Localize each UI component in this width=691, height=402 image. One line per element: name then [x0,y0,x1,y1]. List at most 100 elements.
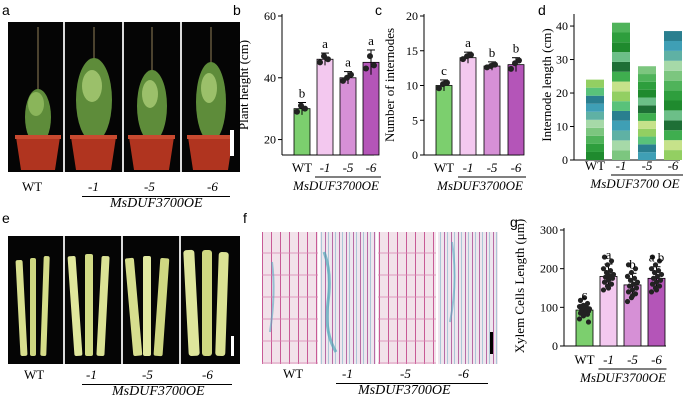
panel-letter-d: d [538,2,546,18]
stacked-segment-d [638,89,656,98]
data-point-g [628,269,635,276]
stacked-segment-d [664,140,682,151]
stacked-segment-d [612,130,630,141]
data-point-g [652,262,659,268]
bar-b [316,58,334,156]
group-label-b: MsDUF3700OE [292,178,379,193]
xtick-label-d: -1 [616,158,627,173]
data-point-c [436,85,442,92]
data-point-g [653,279,660,285]
sig-letter-g: a [606,247,612,262]
ytick-label-d: 0 [562,153,568,167]
group-label-e: MsDUF3700OE [112,384,205,399]
data-point-c [444,79,450,86]
chart-internode-number: 0 5 10 15 20 Number of internodes WT -1 -5 -6 MsDU… [382,9,526,193]
ylabel-c: Number of internodes [382,28,397,142]
data-point-g [610,271,617,278]
stacked-segment-d [586,143,604,152]
data-point-b [371,62,377,69]
ytick-label-c: 10 [406,79,418,93]
stacked-segment-d [612,32,630,43]
sig-letter-b: a [322,36,328,51]
data-point-g [658,271,665,278]
stacked-segment-d [612,110,630,121]
stacked-segment-d [612,81,630,92]
data-point-g [630,281,637,287]
ytick-label-b: 20 [264,133,276,147]
data-point-b [317,59,323,66]
group-underline-f [336,383,488,384]
stacked-segment-d [638,120,656,129]
data-point-g [580,302,587,308]
xtick-label-g: -6 [651,352,662,367]
group-underline-a [82,196,230,197]
ytick-label-g: 0 [552,339,558,353]
photo-f-label-wt: WT [283,366,304,381]
panel-letter-e: e [2,210,10,226]
stacked-segment-d [612,120,630,131]
ytick-label-c: 15 [406,44,418,58]
bar-b [339,77,357,156]
group-label-a: MsDUF3700OE [110,196,203,211]
ytick-label-c: 0 [412,148,418,162]
panel-letter-c: c [375,2,382,18]
data-point-g [633,285,640,291]
stacked-segment-d [612,71,630,82]
ytick-label-d: 40 [556,19,568,33]
stacked-segment-d [664,150,682,160]
bar-b [362,61,380,156]
data-point-b [302,105,308,112]
stacked-segment-d [638,66,656,75]
stacked-segment-d [664,60,682,71]
xtick-label-d: -6 [668,158,679,173]
stacked-segment-d [664,90,682,101]
data-point-g [625,262,632,268]
stacked-segment-d [664,110,682,121]
data-point-g [608,258,615,264]
stacked-segment-d [586,119,604,128]
data-point-b [363,65,369,72]
ytick-label-g: 100 [540,300,558,314]
data-point-g [585,319,592,325]
stacked-segment-d [638,152,656,160]
stacked-segment-d [638,105,656,114]
data-point-c [492,61,498,68]
stacked-segment-d [612,22,630,33]
group-label-d: MsDUF3700 OE [589,176,679,191]
data-point-g [632,266,639,272]
photo-a-label-wt: WT [22,179,43,194]
panel-letter-a: a [2,2,10,18]
stacked-segment-d [638,81,656,90]
plant-photo-panel [8,22,240,172]
panel-letter-g: g [510,214,518,230]
stacked-segment-d [586,87,604,96]
sig-letter-b: a [368,33,374,48]
stacked-segment-d [664,80,682,91]
bar-b [293,108,311,156]
data-point-g [576,316,583,322]
data-point-g [648,266,655,272]
stacked-segment-d [638,113,656,121]
xtick-label-g: WT [574,352,594,367]
xtick-label-b: -5 [343,160,354,175]
stacked-segment-d [638,97,656,106]
bar-c [483,65,501,156]
data-point-c [468,51,474,58]
stacked-segment-d [664,31,682,41]
micrograph-panel [262,232,498,364]
photo-e-label-1: -1 [86,367,97,382]
data-point-g [624,273,631,279]
chart-xylem-length: 0 100 200 300 Xylem Cells Length (μm) WT -1 -5-… [512,219,667,385]
stacked-segment-d [638,144,656,153]
data-point-g [656,258,663,264]
xtick-label-c: WT [434,160,454,175]
data-point-g [605,285,612,291]
photo-e-label-wt: WT [24,367,45,382]
xtick-label-b: -6 [366,160,377,175]
data-point-g [601,254,608,260]
stacked-segment-d [612,52,630,62]
stacked-segment-d [664,40,682,51]
ylabel-b: Plant height (cm) [236,40,251,130]
ylabel-d: Internode length (cm) [540,28,554,141]
stacked-segment-d [586,79,604,88]
